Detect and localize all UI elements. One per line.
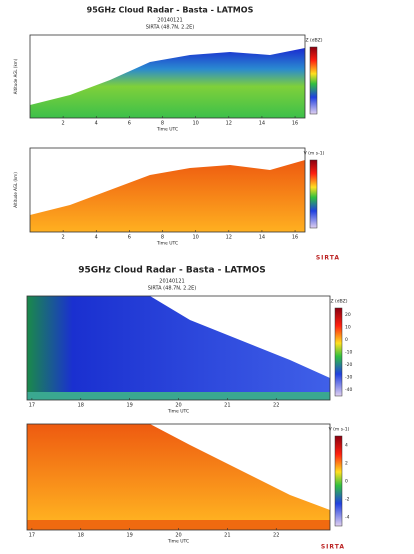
x-tick-label: 22 [273,533,279,539]
x-tick-label: 21 [224,403,230,409]
reflectivity-field [30,48,305,118]
x-axis-label: Time UTC [156,127,178,133]
colorbar-label: Z (dBZ) [330,299,347,305]
colorbar-label: V (m s-1) [329,427,350,433]
x-axis-label: Time UTC [156,241,178,247]
x-tick-label: 22 [273,403,279,409]
colorbar-tick-label: 0 [345,479,348,485]
reflectivity-field [27,296,330,392]
x-axis-label: Time UTC [167,409,189,415]
colorbar-tick-label: 0 [345,337,348,343]
x-tick-label: 2 [62,235,65,241]
x-tick-label: 19 [126,533,132,539]
x-tick-label: 21 [224,533,230,539]
colorbar-tick-label: -4 [345,515,350,521]
date: 20140121 [157,18,182,24]
colorbar-tick-label: -20 [345,362,352,368]
colorbar-tick-label: 2 [345,461,348,467]
colorbar-tick-label: 20 [345,312,351,318]
x-tick-label: 14 [259,235,265,241]
colorbar-tick-label: -10 [345,350,352,356]
figure-2: 95GHz Cloud Radar - Basta - LATMOS 20140… [27,266,345,551]
colorbar-tick-label: -2 [345,497,350,503]
velocity-field [27,424,330,520]
x-tick-label: 18 [78,403,84,409]
title: 95GHz Cloud Radar - Basta - LATMOS [78,266,266,276]
x-tick-label: 4 [95,235,98,241]
colorbar-tick-label: 10 [345,324,351,330]
logo: SIRTA [316,255,340,262]
colorbar-label: V (m s-1) [304,151,325,157]
colorbar-label: Z (dBZ) [305,38,322,44]
velocity-field [30,160,305,232]
x-tick-label: 17 [29,403,35,409]
title: 95GHz Cloud Radar - Basta - LATMOS [87,6,254,15]
colorbar-tick-label: 4 [345,443,348,449]
x-tick-label: 17 [29,533,35,539]
x-tick-label: 10 [192,121,198,127]
colorbar [310,160,317,228]
x-tick-label: 16 [292,235,298,241]
date: 20140121 [159,279,184,285]
x-tick-label: 18 [78,533,84,539]
x-tick-label: 12 [226,235,232,241]
site: SIRTA (48.7N, 2.2E) [146,25,195,31]
x-axis-label: Time UTC [167,539,189,545]
x-tick-label: 20 [175,403,181,409]
x-tick-label: 20 [175,533,181,539]
figure-1: 95GHz Cloud Radar - Basta - LATMOS 20140… [30,6,340,262]
x-tick-label: 8 [161,121,164,127]
logo: SIRTA [321,544,345,551]
y-axis-label: Altitude AGL (km) [13,58,18,94]
colorbar [335,308,342,396]
y-axis-label: Altitude AGL (km) [13,172,18,208]
x-tick-label: 6 [128,121,131,127]
colorbar [335,436,342,526]
page: 95GHz Cloud Radar - Basta - LATMOS 20140… [0,0,414,554]
x-tick-label: 12 [226,121,232,127]
x-tick-label: 4 [95,121,98,127]
x-tick-label: 14 [259,121,265,127]
x-tick-label: 19 [126,403,132,409]
colorbar-tick-label: -30 [345,375,352,381]
colorbar [310,47,317,114]
site: SIRTA (48.7N, 2.2E) [148,286,197,292]
x-tick-label: 10 [192,235,198,241]
x-tick-label: 6 [128,235,131,241]
x-tick-label: 8 [161,235,164,241]
colorbar-tick-label: -40 [345,387,352,393]
x-tick-label: 16 [292,121,298,127]
x-tick-label: 2 [62,121,65,127]
